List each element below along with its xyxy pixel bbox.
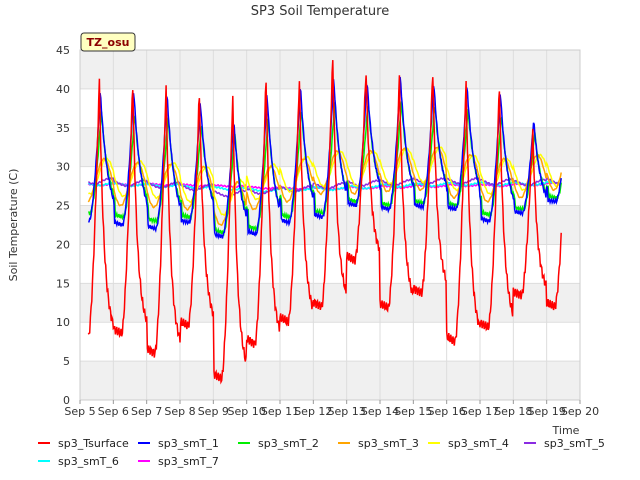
x-tick-label: Sep 19 <box>528 405 566 418</box>
site-badge-text: TZ_osu <box>87 36 130 49</box>
x-tick-label: Sep 5 <box>64 405 95 418</box>
x-axis-label: Time <box>552 424 580 437</box>
series-line-sp3_Tsurface <box>87 60 562 385</box>
x-tick-label: Sep 13 <box>328 405 366 418</box>
site-badge: TZ_osu <box>80 32 136 52</box>
y-tick-label: 15 <box>56 277 70 290</box>
legend-label-sp3_smT_4: sp3_smT_4 <box>448 437 509 450</box>
y-tick-label: 0 <box>63 394 70 407</box>
x-tick-label: Sep 14 <box>361 405 399 418</box>
band <box>80 205 580 245</box>
y-tick-label: 45 <box>56 44 70 57</box>
x-tick-label: Sep 15 <box>394 405 432 418</box>
x-tick-label: Sep 20 <box>561 405 599 418</box>
chart-title: SP3 Soil Temperature <box>251 4 389 19</box>
legend-label-sp3_smT_6: sp3_smT_6 <box>58 455 119 468</box>
y-tick-label: 25 <box>56 200 70 213</box>
x-tick-label: Sep 10 <box>228 405 266 418</box>
legend-label-sp3_Tsurface: sp3_Tsurface <box>58 437 129 450</box>
plot-frame <box>79 49 581 401</box>
y-tick-label: 20 <box>56 238 70 251</box>
band <box>80 283 580 323</box>
y-tick-label: 35 <box>56 122 70 135</box>
legend-label-sp3_smT_3: sp3_smT_3 <box>358 437 419 450</box>
x-tick-label: Sep 8 <box>164 405 195 418</box>
x-tick-label: Sep 7 <box>131 405 162 418</box>
legend: sp3_Tsurface sp3_smT_1 sp3_smT_2 sp3_smT_3 s… <box>38 437 605 468</box>
x-tick-label: Sep 6 <box>98 405 129 418</box>
y-axis-label: Soil Temperature (C) <box>7 169 20 282</box>
series-lines <box>87 60 562 385</box>
x-tick-label: Sep 9 <box>198 405 229 418</box>
x-tick-label: Sep 11 <box>261 405 299 418</box>
legend-label-sp3_smT_2: sp3_smT_2 <box>258 437 319 450</box>
x-tick-label: Sep 16 <box>428 405 466 418</box>
band <box>80 50 580 89</box>
y-axis-ticks: 0 5 10 15 20 25 30 35 40 45 <box>56 44 70 407</box>
legend-label-sp3_smT_1: sp3_smT_1 <box>158 437 219 450</box>
band <box>80 361 580 400</box>
y-tick-label: 40 <box>56 83 70 96</box>
y-tick-label: 30 <box>56 161 70 174</box>
x-tick-label: Sep 17 <box>461 405 499 418</box>
x-tick-label: Sep 12 <box>294 405 332 418</box>
legend-label-sp3_smT_5: sp3_smT_5 <box>544 437 605 450</box>
series-line-sp3_smT_1 <box>88 76 562 240</box>
x-tick-label: Sep 18 <box>494 405 532 418</box>
y-tick-label: 10 <box>56 316 70 329</box>
legend-label-sp3_smT_7: sp3_smT_7 <box>158 455 219 468</box>
y-tick-label: 5 <box>63 355 70 368</box>
